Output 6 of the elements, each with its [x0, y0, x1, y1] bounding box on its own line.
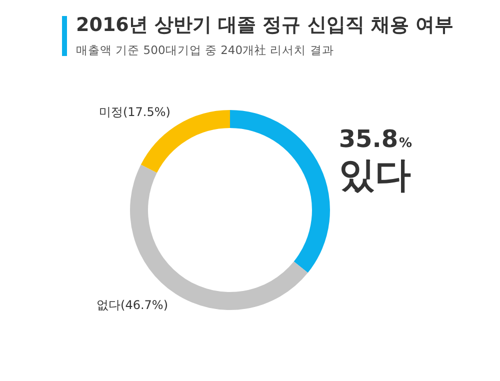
chart-subtitle: 매출액 기준 500대기업 중 240개社 리서치 결과 — [76, 43, 335, 58]
chart-title: 2016년 상반기 대졸 정규 신입직 채용 여부 — [76, 13, 454, 38]
slice-label: 있다 — [338, 154, 411, 196]
data-label: 35.8% — [338, 124, 412, 153]
slice-label: 미정(17.5%) — [98, 104, 170, 119]
slice-label: 없다(46.7%) — [96, 298, 168, 312]
